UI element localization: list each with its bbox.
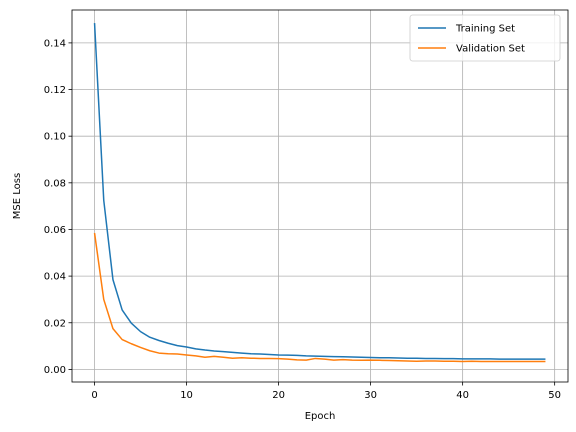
y-tick-label: 0.02 [44,318,66,329]
legend: Training Set Validation Set [409,14,561,62]
y-tick-label: 0.08 [44,178,66,189]
x-tick-label: 30 [364,390,377,401]
y-tick-label: 0.12 [44,85,66,96]
series-layer [93,23,546,363]
y-tick-label: 0.00 [44,365,66,376]
legend-label-validation-set: Validation Set [456,44,525,55]
grid [72,10,568,382]
y-axis-label: MSE Loss [12,173,23,219]
y-tick-label: 0.04 [44,272,66,283]
x-axis: 0 10 20 30 40 50 [91,382,561,401]
x-tick-label: 0 [91,390,97,401]
x-tick-label: 20 [272,390,285,401]
plot-frame [71,9,569,383]
y-tick-label: 0.10 [44,132,66,143]
legend-box [409,14,561,62]
y-tick-label: 0.06 [44,225,66,236]
legend-label-training-set: Training Set [455,24,515,35]
y-tick-label: 0.14 [44,38,66,49]
x-tick-label: 40 [456,390,469,401]
y-axis: 0.00 0.02 0.04 0.06 0.08 0.10 0.12 0.14 [44,38,72,376]
x-tick-label: 50 [548,390,561,401]
series-line-training-set [93,23,546,360]
x-tick-label: 10 [180,390,193,401]
series-line-validation-set [93,232,546,363]
x-axis-label: Epoch [305,411,336,422]
